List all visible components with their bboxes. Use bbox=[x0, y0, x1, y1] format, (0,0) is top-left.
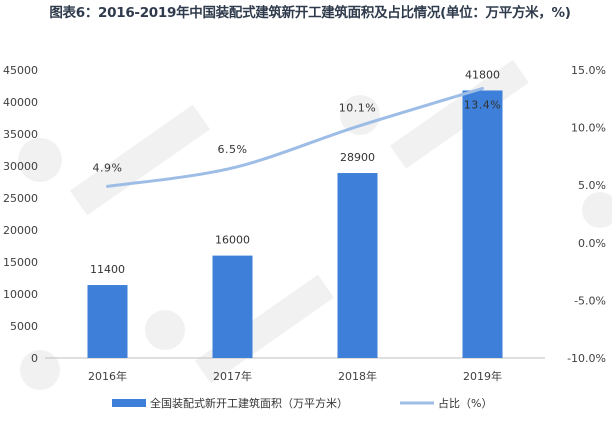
y-tick-label: 40000 bbox=[3, 96, 38, 109]
y2-tick-label: 5.0% bbox=[578, 179, 606, 192]
y-tick-label: 15000 bbox=[3, 256, 38, 269]
x-tick-label: 2017年 bbox=[213, 369, 252, 383]
series-line bbox=[106, 86, 484, 188]
legend: 全国装配式新开工建筑面积（万平方米） 占比（%） bbox=[112, 396, 492, 410]
y-tick-label: 25000 bbox=[3, 192, 38, 205]
y-tick-label: 10000 bbox=[3, 288, 38, 301]
y2-tick-label: 10.0% bbox=[571, 122, 606, 135]
line-data-labels: 4.9% 6.5% 10.1% 13.4% bbox=[93, 98, 501, 174]
legend-bar-swatch bbox=[112, 399, 146, 407]
y-tick-label: 35000 bbox=[3, 128, 38, 141]
y-tick-label: 20000 bbox=[3, 224, 38, 237]
bar-value-label: 11400 bbox=[90, 263, 125, 276]
y-tick-label: 45000 bbox=[3, 64, 38, 77]
y2-tick-label: -5.0% bbox=[574, 294, 606, 307]
y-tick-label: 30000 bbox=[3, 160, 38, 173]
x-axis-ticks: 2016年 2017年 2018年 2019年 bbox=[88, 369, 502, 383]
bar-value-label: 16000 bbox=[215, 234, 250, 247]
bar-value-label: 41800 bbox=[465, 68, 500, 81]
y2-tick-label: 15.0% bbox=[571, 64, 606, 77]
line-value-label: 13.4% bbox=[464, 98, 501, 111]
chart-title: 图表6：2016-2019年中国装配式建筑新开工建筑面积及占比情况(单位：万平方… bbox=[49, 5, 571, 21]
bar-data-labels: 11400 16000 28900 41800 bbox=[90, 68, 500, 276]
y2-tick-label: 0.0% bbox=[578, 237, 606, 250]
bar bbox=[462, 90, 503, 358]
watermark-logos bbox=[18, 59, 612, 390]
left-axis: 0 5000 10000 15000 20000 25000 30000 35000 40000… bbox=[3, 64, 38, 365]
y2-tick-label: -10.0% bbox=[567, 352, 606, 365]
y-tick-label: 5000 bbox=[10, 320, 38, 333]
line-series bbox=[106, 86, 484, 188]
legend-line-label: 占比（%） bbox=[438, 396, 492, 410]
x-tick-label: 2018年 bbox=[338, 369, 377, 383]
bar-series bbox=[87, 90, 503, 358]
line-value-label: 10.1% bbox=[339, 101, 376, 114]
bar bbox=[212, 255, 253, 358]
bar bbox=[87, 285, 128, 358]
y-tick-label: 0 bbox=[31, 352, 38, 365]
bar-value-label: 28900 bbox=[340, 151, 375, 164]
right-axis: -10.0% -5.0% 0.0% 5.0% 10.0% 15.0% bbox=[567, 64, 606, 365]
line-value-label: 4.9% bbox=[93, 161, 123, 174]
bar bbox=[337, 173, 378, 358]
x-tick-label: 2019年 bbox=[463, 369, 502, 383]
legend-bar-label: 全国装配式新开工建筑面积（万平方米） bbox=[150, 396, 348, 410]
x-tick-label: 2016年 bbox=[88, 369, 127, 383]
line-value-label: 6.5% bbox=[218, 143, 248, 156]
